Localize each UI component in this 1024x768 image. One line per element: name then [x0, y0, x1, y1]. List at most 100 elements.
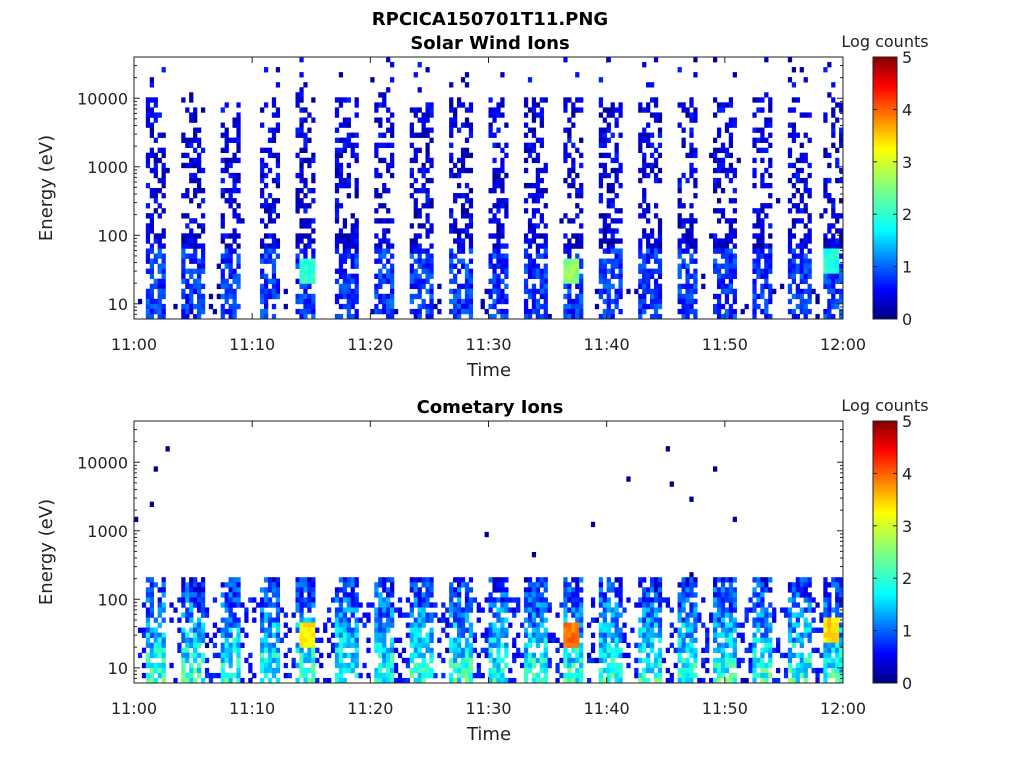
spectrogram-cell	[523, 303, 529, 310]
spectrogram-cell	[827, 622, 832, 628]
spectrogram-cell	[295, 238, 300, 244]
spectrogram-cell	[378, 298, 383, 305]
spectrogram-cell	[791, 677, 797, 683]
spectrogram-cell	[677, 632, 682, 638]
spectrogram-cell	[539, 117, 544, 123]
spectrogram-cell	[598, 77, 604, 83]
spectrogram-cell	[145, 677, 151, 683]
spectrogram-cell	[523, 248, 529, 254]
spectrogram-cell	[236, 102, 241, 108]
spectrogram-cell	[409, 637, 414, 643]
spectrogram-cell	[535, 198, 541, 204]
spectrogram-cell	[189, 612, 194, 618]
spectrogram-cell	[681, 142, 686, 148]
spectrogram-cell	[547, 602, 552, 608]
spectrogram-cell	[417, 313, 422, 319]
spectrogram-cell	[153, 172, 158, 179]
spectrogram-cell	[638, 313, 643, 319]
spectrogram-cell	[752, 587, 757, 593]
spectrogram-cell	[378, 122, 383, 128]
spectrogram-cell	[657, 293, 663, 300]
spectrogram-cell	[271, 268, 277, 274]
spectrogram-cell	[425, 253, 430, 259]
spectrogram-cell	[429, 672, 434, 679]
spectrogram-cell	[539, 243, 544, 249]
spectrogram-cell	[681, 137, 686, 143]
spectrogram-cell	[193, 233, 198, 239]
spectrogram-cell	[539, 582, 544, 588]
spectrogram-cell	[752, 258, 757, 264]
spectrogram-cell	[260, 652, 265, 659]
spectrogram-cell	[232, 597, 237, 603]
spectrogram-cell	[618, 612, 623, 618]
spectrogram-cell	[291, 612, 296, 618]
spectrogram-cell	[354, 238, 359, 244]
spectrogram-cell	[287, 672, 292, 679]
spectrogram-cell	[523, 647, 529, 654]
spectrogram-cell	[531, 268, 537, 274]
spectrogram-cell	[342, 592, 347, 598]
spectrogram-cell	[799, 243, 804, 249]
spectrogram-cell	[827, 582, 832, 588]
spectrogram-cell	[252, 617, 257, 623]
spectrogram-cell	[185, 233, 190, 239]
spectrogram-cell	[492, 132, 497, 138]
spectrogram-cell	[464, 582, 470, 588]
spectrogram-cell	[606, 607, 611, 613]
spectrogram-cell	[575, 308, 580, 315]
spectrogram-cell	[799, 293, 804, 300]
spectrogram-cell	[496, 112, 501, 118]
spectrogram-cell	[425, 112, 430, 118]
spectrogram-cell	[799, 303, 804, 310]
spectrogram-cell	[716, 622, 722, 628]
spectrogram-cell	[161, 162, 166, 169]
spectrogram-cell	[311, 157, 316, 164]
spectrogram-cell	[492, 278, 497, 285]
spectrogram-cell	[504, 662, 509, 669]
spectrogram-cell	[689, 253, 694, 259]
spectrogram-cell	[480, 672, 485, 679]
spectrogram-cell	[153, 278, 158, 285]
spectrogram-cell	[575, 602, 580, 608]
spectrogram-cell	[484, 627, 489, 633]
spectrogram-cell	[236, 283, 241, 290]
spectrogram-cell	[488, 672, 493, 679]
spectrogram-cell	[716, 218, 722, 224]
spectrogram-cell	[776, 198, 781, 204]
spectrogram-cell	[535, 632, 541, 638]
spectrogram-cell	[141, 662, 147, 669]
spectrogram-cell	[685, 273, 690, 279]
spectrogram-cell	[760, 587, 765, 593]
spectrogram-cell	[228, 188, 233, 194]
spectrogram-cell	[807, 577, 812, 583]
spectrogram-cell	[220, 268, 225, 274]
spectrogram-cell	[618, 167, 623, 174]
spectrogram-cell	[831, 577, 836, 583]
spectrogram-cell	[421, 662, 426, 669]
spectrogram-cell	[429, 283, 434, 290]
spectrogram-cell	[728, 622, 734, 628]
spectrogram-cell	[602, 258, 607, 264]
spectrogram-cell	[334, 147, 340, 154]
spectrogram-cell	[760, 582, 765, 588]
spectrogram-cell	[350, 657, 355, 664]
spectrogram-cell	[835, 587, 840, 593]
spectrogram-cell	[354, 577, 359, 583]
spectrogram-cell	[610, 313, 615, 319]
spectrogram-cell	[492, 213, 497, 219]
spectrogram-cell	[492, 188, 497, 194]
spectrogram-cell	[831, 258, 836, 264]
spectrogram-cell	[374, 642, 379, 649]
spectrogram-cell	[693, 57, 698, 63]
spectrogram-cell	[724, 258, 730, 264]
spectrogram-cell	[732, 308, 737, 315]
spectrogram-cell	[807, 308, 812, 315]
spectrogram-cell	[382, 677, 387, 683]
spectrogram-cell	[610, 218, 615, 224]
spectrogram-cell	[161, 278, 166, 285]
figure-title: RPCICA150701T11.PNG	[372, 9, 608, 30]
spectrogram-cell	[417, 167, 422, 174]
spectrogram-cell	[275, 82, 281, 88]
spectrogram-cell	[779, 652, 785, 659]
spectrogram-cell	[145, 592, 151, 598]
